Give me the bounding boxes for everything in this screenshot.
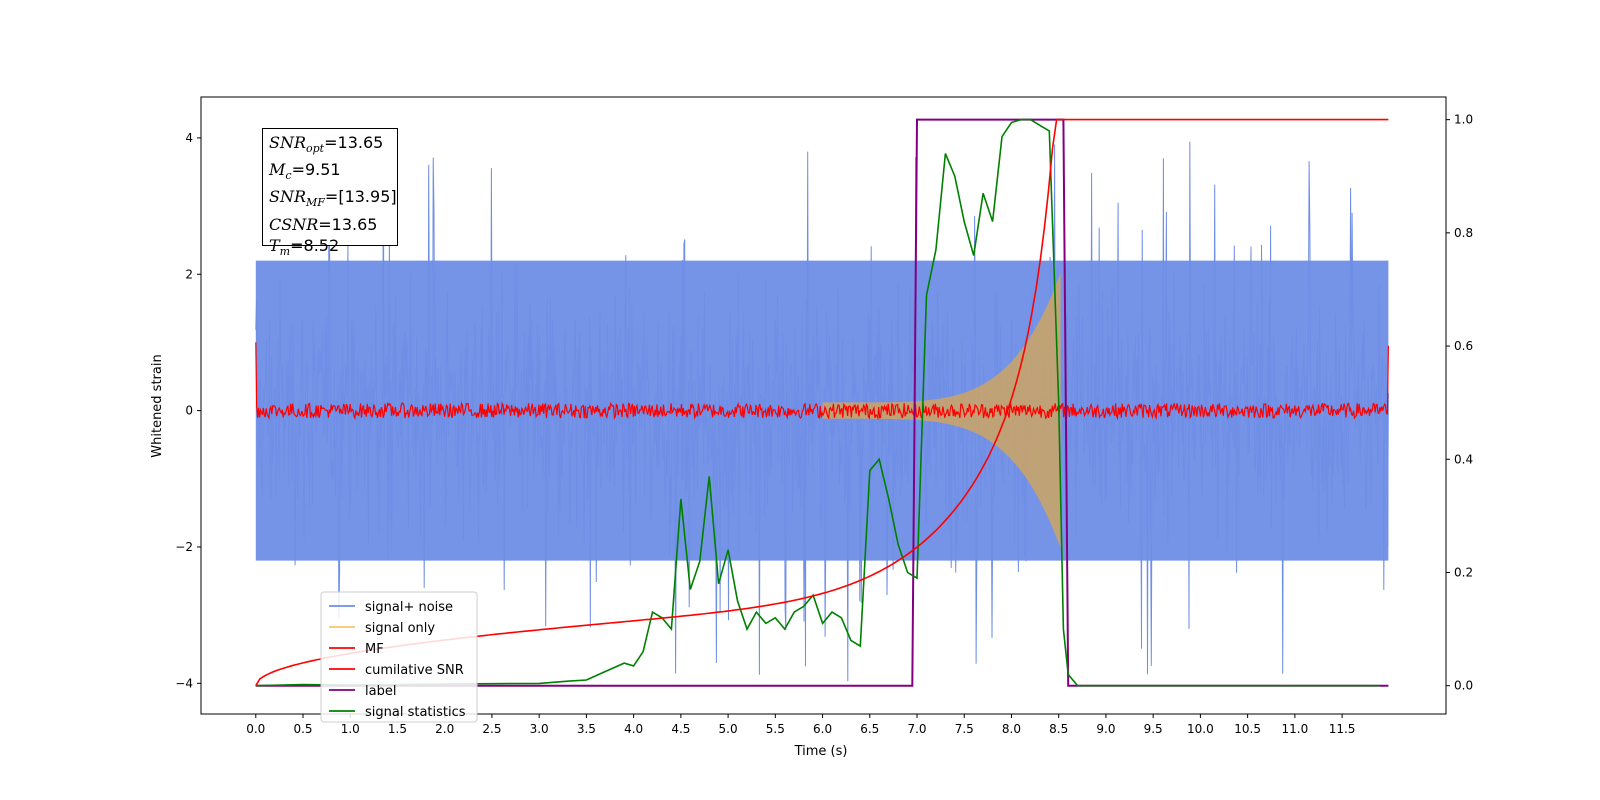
x-tick-label: 9.5: [1144, 722, 1163, 736]
y-tick-label: −4: [175, 676, 193, 690]
x-tick-label: 5.0: [719, 722, 738, 736]
series-signal-noise: [255, 141, 1389, 682]
y-axis-left: −4 −2 0 2 4: [175, 131, 201, 690]
series-mf: [255, 342, 1389, 421]
x-tick-label: 5.5: [766, 722, 785, 736]
x-tick-label: 4.0: [624, 722, 643, 736]
x-tick-label: 10.5: [1234, 722, 1261, 736]
info-mc: Mc=9.51: [269, 160, 341, 183]
y2-tick-label: 0.0: [1454, 679, 1473, 693]
y2-tick-label: 0.2: [1454, 565, 1473, 579]
x-tick-label: 10.0: [1187, 722, 1214, 736]
x-tick-label: 0.5: [293, 722, 312, 736]
x-tick-label: 11.0: [1282, 722, 1309, 736]
x-tick-label: 3.5: [577, 722, 596, 736]
x-tick-label: 8.0: [1002, 722, 1021, 736]
y-axis-right: 0.0 0.2 0.4 0.6 0.8 1.0: [1446, 113, 1473, 693]
y-axis-label: Whitened strain: [150, 354, 165, 457]
series-signal-only: [822, 272, 1061, 549]
x-tick-label: 0.0: [246, 722, 265, 736]
y2-tick-label: 1.0: [1454, 113, 1473, 127]
x-tick-label: 3.0: [530, 722, 549, 736]
y2-tick-label: 0.6: [1454, 339, 1473, 353]
info-csnr: CSNR=13.65: [269, 214, 378, 234]
legend-entry: signal statistics: [365, 705, 466, 720]
plot-frame: [200, 96, 1447, 715]
plot-area: [255, 118, 1389, 687]
x-tick-label: 9.0: [1096, 722, 1115, 736]
x-tick-label: 2.5: [482, 722, 501, 736]
legend-entry: signal only: [365, 621, 435, 636]
y-tick-label: −2: [175, 540, 193, 554]
x-tick-label: 7.5: [955, 722, 974, 736]
y2-tick-label: 0.4: [1454, 452, 1473, 466]
y-tick-label: 4: [185, 131, 193, 145]
x-tick-label: 7.0: [907, 722, 926, 736]
info-tm: Tm=8.52: [269, 235, 340, 258]
x-axis-label: Time (s): [794, 744, 848, 759]
x-tick-label: 6.0: [813, 722, 832, 736]
legend-entry: MF: [365, 642, 384, 657]
x-tick-label: 8.5: [1049, 722, 1068, 736]
x-tick-label: 2.0: [435, 722, 454, 736]
y-tick-label: 2: [185, 267, 193, 281]
info-snr-mf: SNRMF=[13.95]: [269, 187, 397, 210]
legend-box: [320, 591, 478, 723]
x-tick-label: 4.5: [671, 722, 690, 736]
series-signal-statistics: [255, 118, 1380, 687]
x-tick-label: 11.5: [1329, 722, 1356, 736]
y2-tick-label: 0.8: [1454, 226, 1473, 240]
legend-entry: signal+ noise: [365, 600, 453, 615]
x-tick-label: 1.0: [341, 722, 360, 736]
legend-entry: label: [365, 684, 396, 699]
x-tick-label: 1.5: [388, 722, 407, 736]
legend: signal+ noise signal only MF cumilative SNR…: [320, 591, 478, 723]
info-snr-opt: SNRopt=13.65: [269, 133, 384, 156]
x-axis: 0.0 0.5 1.0 1.5 2.0 2.5 3.0 3.5 4.0 4.5 5.0 5.5 6.0 6…: [246, 714, 1355, 736]
y-tick-label: 0: [185, 404, 193, 418]
x-tick-label: 6.5: [860, 722, 879, 736]
info-box: SNRopt=13.65 Mc=9.51 SNRMF=[13.95] CSNR=…: [262, 128, 398, 258]
legend-entry: cumilative SNR: [365, 663, 464, 678]
